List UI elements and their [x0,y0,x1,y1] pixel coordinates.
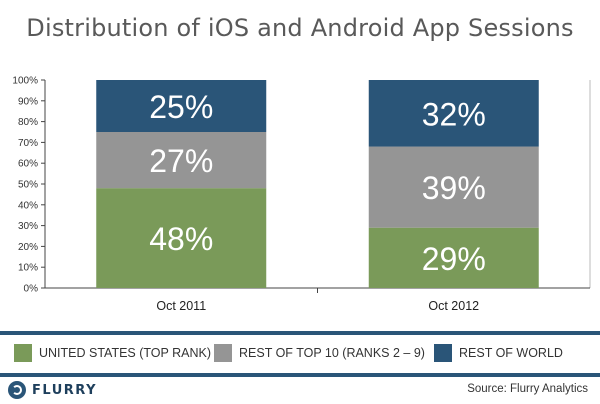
x-tick-label: Oct 2012 [428,299,479,313]
y-tick-label: 20% [18,242,38,253]
data-label: 39% [422,170,486,206]
data-label: 48% [149,221,213,257]
bar-segment [96,188,267,288]
y-tick-label: 0% [24,284,39,295]
data-label: 32% [422,96,486,132]
legend-item-rest-of-world: REST OF WORLD [434,344,563,362]
bar-segment [368,227,539,288]
stacked-bar-chart: 0% 10% 20% 30% 40% 50% 60% 70% 80% 90% 100% Oct 201… [12,76,591,313]
source-text: Source: Flurry Analytics [467,383,588,395]
legend-swatch-rest-of-world [434,344,452,362]
y-tick-label: 10% [18,263,38,274]
y-tick-label: 100% [12,76,38,87]
bar-segment [96,132,267,189]
bar-segment [96,80,267,132]
y-tick-label: 30% [18,221,38,232]
legend-label-rest-of-top-10: REST OF TOP 10 (RANKS 2 – 9) [239,346,425,360]
y-tick-label: 50% [18,180,38,191]
flurry-logo: FLURRY [8,381,97,399]
legend: UNITED STATES (TOP RANK) REST OF TOP 10 … [0,331,600,377]
y-tick-label: 90% [18,96,38,107]
flurry-logo-icon [8,381,26,399]
legend-item-rest-of-top-10: REST OF TOP 10 (RANKS 2 – 9) [214,344,425,362]
legend-label-rest-of-world: REST OF WORLD [459,346,563,360]
chart-title: Distribution of iOS and Android App Sess… [26,14,574,42]
bar-segment [368,80,539,147]
data-label: 29% [422,241,486,277]
y-tick-label: 60% [18,159,38,170]
legend-swatch-rest-of-top-10 [214,344,232,362]
legend-label-united-states: UNITED STATES (TOP RANK) [39,346,212,360]
y-tick-label: 40% [18,200,38,211]
y-tick-label: 70% [18,138,38,149]
y-tick-label: 80% [18,117,38,128]
data-label: 25% [149,89,213,125]
x-tick-label: Oct 2011 [156,299,206,313]
legend-item-united-states: UNITED STATES (TOP RANK) [14,344,211,362]
bar-segment [368,146,539,228]
data-label: 27% [149,143,213,179]
legend-swatch-united-states [14,344,32,362]
footer: FLURRY Source: Flurry Analytics [0,376,600,404]
flurry-logo-text: FLURRY [32,382,97,398]
